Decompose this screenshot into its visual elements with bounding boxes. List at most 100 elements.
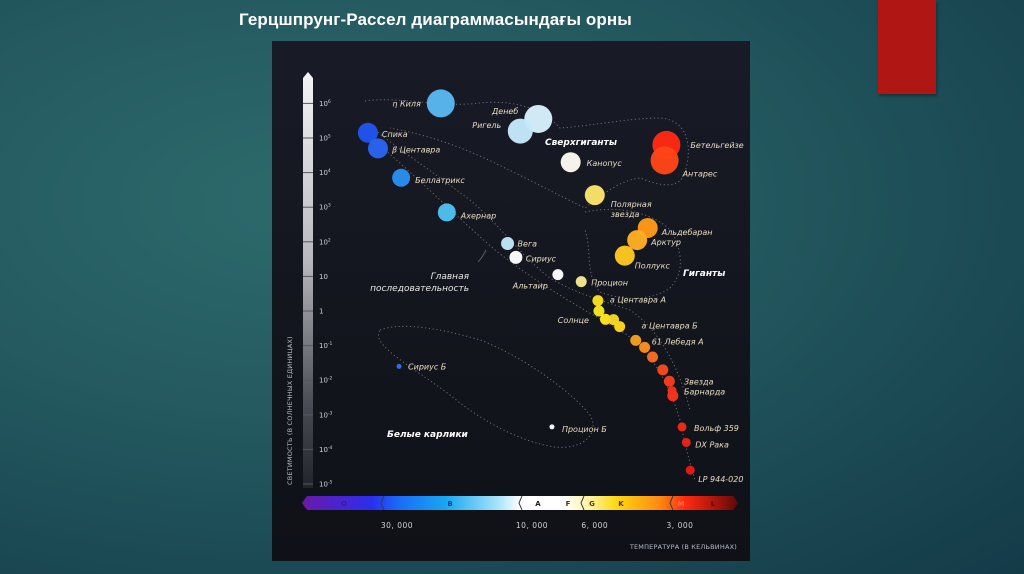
- star-label: Барнарда: [684, 388, 725, 397]
- star-marker: [560, 152, 581, 173]
- star-marker: [509, 250, 523, 264]
- star-label: Вега: [518, 240, 538, 249]
- star-label: η Киля: [392, 99, 421, 108]
- x-tick-label: 3, 000: [667, 521, 694, 530]
- main-sequence-dot: [647, 351, 659, 363]
- y-tick-label: 104: [319, 168, 331, 177]
- y-tick-label: 105: [319, 134, 331, 143]
- star-label: Арктур: [650, 238, 681, 247]
- star-marker: [592, 295, 604, 307]
- star-label: Сириус: [526, 254, 557, 263]
- pointer-line: [477, 249, 487, 263]
- accent-bar: [878, 0, 936, 94]
- star-label: Полярная: [611, 200, 652, 209]
- y-tick-label: 10-4: [319, 445, 333, 454]
- spectral-class-label: K: [618, 500, 624, 508]
- x-tick-label: 10, 000: [516, 521, 548, 530]
- group-label-white-dwarfs: Белые карлики: [387, 430, 469, 440]
- class-divider: [580, 495, 585, 511]
- spectral-class-label: G: [589, 500, 595, 508]
- star-label: а Центавра А: [610, 296, 666, 305]
- main-sequence-outline: [374, 129, 696, 481]
- white-dwarfs-outline: [377, 325, 594, 448]
- star-marker: [396, 363, 402, 369]
- group-label-supergiants: Сверхгиганты: [545, 138, 617, 148]
- star-label: 61 Лебедя А: [652, 337, 704, 346]
- star-label: DX Рака: [695, 440, 729, 449]
- group-label-giants: Гиганты: [683, 269, 725, 279]
- star-marker: [575, 276, 587, 288]
- star-label: Звезда: [684, 378, 714, 387]
- star-label: Вольф 359: [694, 424, 739, 433]
- star-label: Беллатрикс: [415, 176, 465, 185]
- star-marker: [677, 422, 687, 432]
- main-sequence-dot: [663, 375, 675, 387]
- x-axis-label: ТЕМПЕРАТУРА (В КЕЛЬВИНАХ): [629, 543, 737, 551]
- star-label: звезда: [611, 210, 640, 219]
- y-tick-label: 10-3: [319, 410, 333, 419]
- x-tick-label: 6, 000: [581, 521, 608, 530]
- star-label: Антарес: [682, 169, 718, 178]
- star-marker: [552, 269, 564, 281]
- star-label: Поллукс: [635, 262, 671, 271]
- slide-title: Герцшпрунг-Рассел диаграммасындағы орны: [239, 10, 632, 29]
- class-divider: [518, 495, 523, 511]
- star-label: Денеб: [491, 107, 518, 116]
- main-sequence-dot: [657, 364, 669, 376]
- star-label: Спика: [382, 130, 408, 139]
- y-tick-label: 1: [319, 308, 323, 316]
- class-divider: [669, 495, 674, 511]
- y-tick-label: 10: [319, 273, 328, 281]
- star-label: Бетельгейзе: [690, 141, 743, 150]
- spectral-class-label: B: [447, 500, 452, 508]
- star-label: Ригель: [472, 121, 501, 130]
- star-label: а Центавра Б: [642, 322, 699, 331]
- class-divider: [380, 495, 385, 511]
- star-marker: [593, 305, 605, 317]
- star-label: LP 944-020: [698, 475, 743, 484]
- y-tick-label: 10-2: [319, 376, 333, 385]
- star-marker: [608, 314, 620, 326]
- spectral-gradient: [302, 496, 738, 510]
- main-sequence-dot: [599, 313, 611, 325]
- star-marker: [667, 386, 677, 396]
- star-label: Процион Б: [562, 425, 607, 434]
- group-label-main-sequence-line1: Главная: [431, 272, 470, 282]
- star-marker: [630, 334, 642, 346]
- y-tick-label: 10-1: [319, 341, 333, 350]
- y-tick-label: 103: [319, 203, 331, 212]
- star-label: Альтаир: [512, 282, 548, 291]
- star-marker: [392, 168, 411, 187]
- star-marker: [614, 245, 635, 266]
- star-marker: [627, 230, 648, 251]
- star-marker: [685, 465, 695, 475]
- star-label: Сириус Б: [408, 362, 447, 371]
- y-axis-label: СВЕТИМОСТЬ (В СОЛНЕЧНЫХ ЕДИНИЦАХ): [286, 336, 294, 485]
- star-marker: [426, 89, 455, 118]
- star-marker: [681, 437, 691, 447]
- region-outlines: [364, 99, 696, 481]
- star-marker: [368, 138, 389, 159]
- star-label: Ахернар: [460, 211, 496, 220]
- y-tick-label: 10-5: [319, 480, 333, 489]
- giants-outline: [584, 209, 681, 299]
- x-tick-label: 30, 000: [381, 521, 413, 530]
- star-marker: [507, 118, 533, 144]
- spectral-class-label: L: [711, 500, 716, 508]
- spectral-class-label: M: [678, 500, 685, 508]
- supergiants-outline: [364, 99, 689, 209]
- star-label: Канопус: [587, 159, 623, 168]
- star-label: Процион: [591, 279, 628, 288]
- group-label-main-sequence-line2: последовательность: [370, 284, 469, 294]
- star-marker: [501, 237, 515, 251]
- star-label: β Центавра: [391, 145, 440, 154]
- luminosity-bar: [303, 72, 313, 488]
- spectral-class-label: O: [341, 500, 347, 508]
- y-tick-label: 102: [319, 237, 331, 246]
- spectral-class-label: A: [535, 500, 541, 508]
- star-label: Альдебаран: [661, 228, 713, 237]
- spectral-class-label: F: [566, 500, 571, 508]
- main-sequence-dot: [639, 341, 651, 353]
